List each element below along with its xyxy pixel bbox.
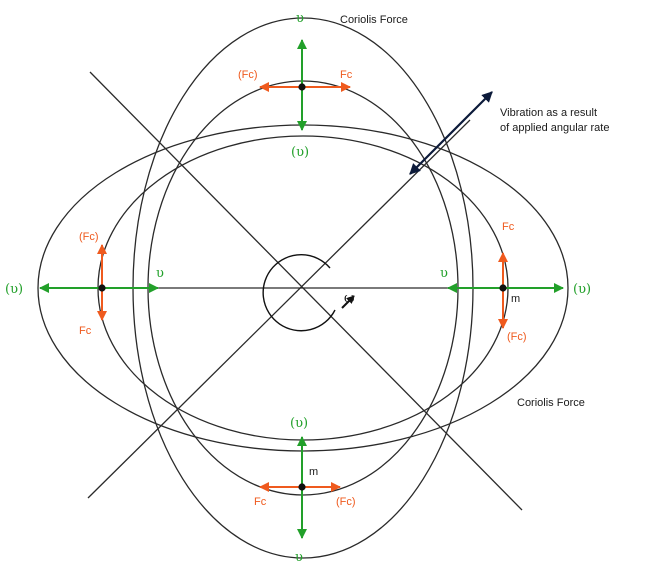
omega-arrow bbox=[341, 295, 355, 309]
left-coriolis-upper-label: (Fc) bbox=[79, 231, 99, 243]
coriolis-force-label-bottom: Coriolis Force bbox=[517, 397, 585, 409]
omega-label: ω bbox=[344, 291, 355, 306]
bottom-coriolis-right-label: (Fc) bbox=[336, 496, 356, 508]
left-coriolis-lower-label: Fc bbox=[79, 325, 92, 337]
right-velocity-reaction-label: (υ) bbox=[573, 282, 591, 297]
bottom-velocity-reaction-label: (υ) bbox=[290, 416, 308, 431]
left-velocity-reaction-label: (υ) bbox=[5, 282, 23, 297]
bottom-mass bbox=[298, 483, 306, 491]
right-mass bbox=[499, 284, 507, 292]
bottom-coriolis-left-label: Fc bbox=[254, 496, 267, 508]
vibration-label-line2: of applied angular rate bbox=[500, 122, 609, 134]
diagonal-line-sw-ne bbox=[87, 119, 471, 499]
left-velocity-label: υ bbox=[156, 266, 164, 281]
coriolis-force-label-top: Coriolis Force bbox=[340, 14, 408, 26]
left-mass bbox=[98, 284, 106, 292]
right-coriolis-upper-label: Fc bbox=[502, 221, 515, 233]
right-mass-label: m bbox=[511, 293, 520, 305]
bottom-mass-label: m bbox=[309, 466, 318, 478]
right-velocity-label: υ bbox=[440, 266, 448, 281]
top-mass bbox=[298, 83, 306, 91]
top-coriolis-right-label: Fc bbox=[340, 69, 353, 81]
vibration-label-line1: Vibration as a result bbox=[500, 107, 597, 119]
top-velocity-reaction-label: (υ) bbox=[291, 145, 309, 160]
bottom-velocity-label: υ bbox=[295, 550, 303, 565]
top-velocity-label: υ bbox=[296, 11, 304, 26]
right-coriolis-lower-label: (Fc) bbox=[507, 331, 527, 343]
top-coriolis-left-label: (Fc) bbox=[238, 69, 258, 81]
diagonal-line-nw-se bbox=[89, 71, 523, 511]
vibration-arrow bbox=[409, 91, 493, 175]
rotation-arc bbox=[262, 254, 336, 332]
